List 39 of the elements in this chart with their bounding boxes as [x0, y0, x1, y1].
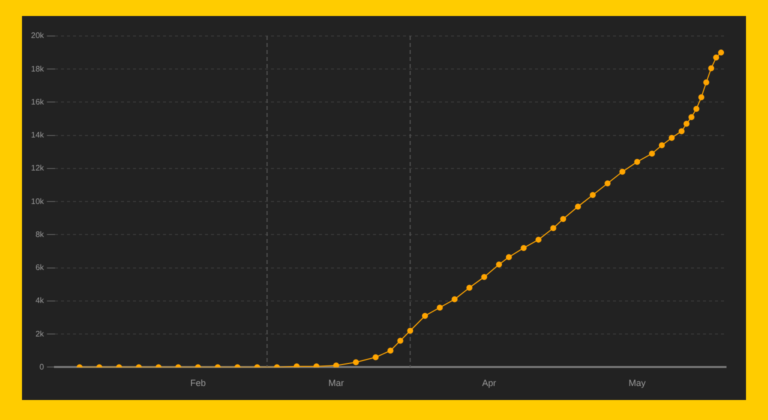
y-tick-label: 18k [30, 64, 45, 74]
x-tick-label: Mar [328, 378, 344, 388]
y-tick-label: 0 [39, 362, 44, 372]
point [703, 79, 710, 86]
point [708, 65, 714, 72]
point [658, 142, 665, 148]
point [718, 50, 724, 56]
y-tick-label: 14k [30, 130, 45, 140]
point [574, 204, 581, 210]
y-tick-label: 8k [35, 230, 45, 239]
point [684, 120, 690, 127]
point [496, 262, 502, 268]
point [560, 216, 566, 222]
y-tick-label: 12k [30, 164, 45, 173]
point [481, 274, 488, 280]
point [634, 158, 640, 165]
y-tick-label: 6k [35, 263, 45, 272]
point [604, 180, 611, 186]
point [550, 225, 556, 232]
x-tick-label: Feb [190, 378, 206, 388]
y-tick-label: 2k [35, 329, 45, 338]
point [698, 94, 704, 100]
point [590, 192, 596, 198]
point [678, 128, 685, 134]
point [506, 254, 512, 260]
point [520, 244, 527, 251]
point [535, 236, 542, 243]
y-tick-label: 10k [30, 196, 45, 206]
point [713, 54, 720, 61]
point [668, 134, 675, 141]
y-tick-label: 4k [35, 296, 45, 306]
x-tick-label: May [628, 378, 646, 388]
point [688, 114, 694, 120]
x-tick-label: Apr [482, 378, 496, 388]
point [619, 168, 626, 175]
point [648, 150, 655, 157]
y-tick-label: 16k [30, 97, 45, 106]
point [693, 106, 700, 112]
y-tick-label: 20k [30, 31, 45, 40]
